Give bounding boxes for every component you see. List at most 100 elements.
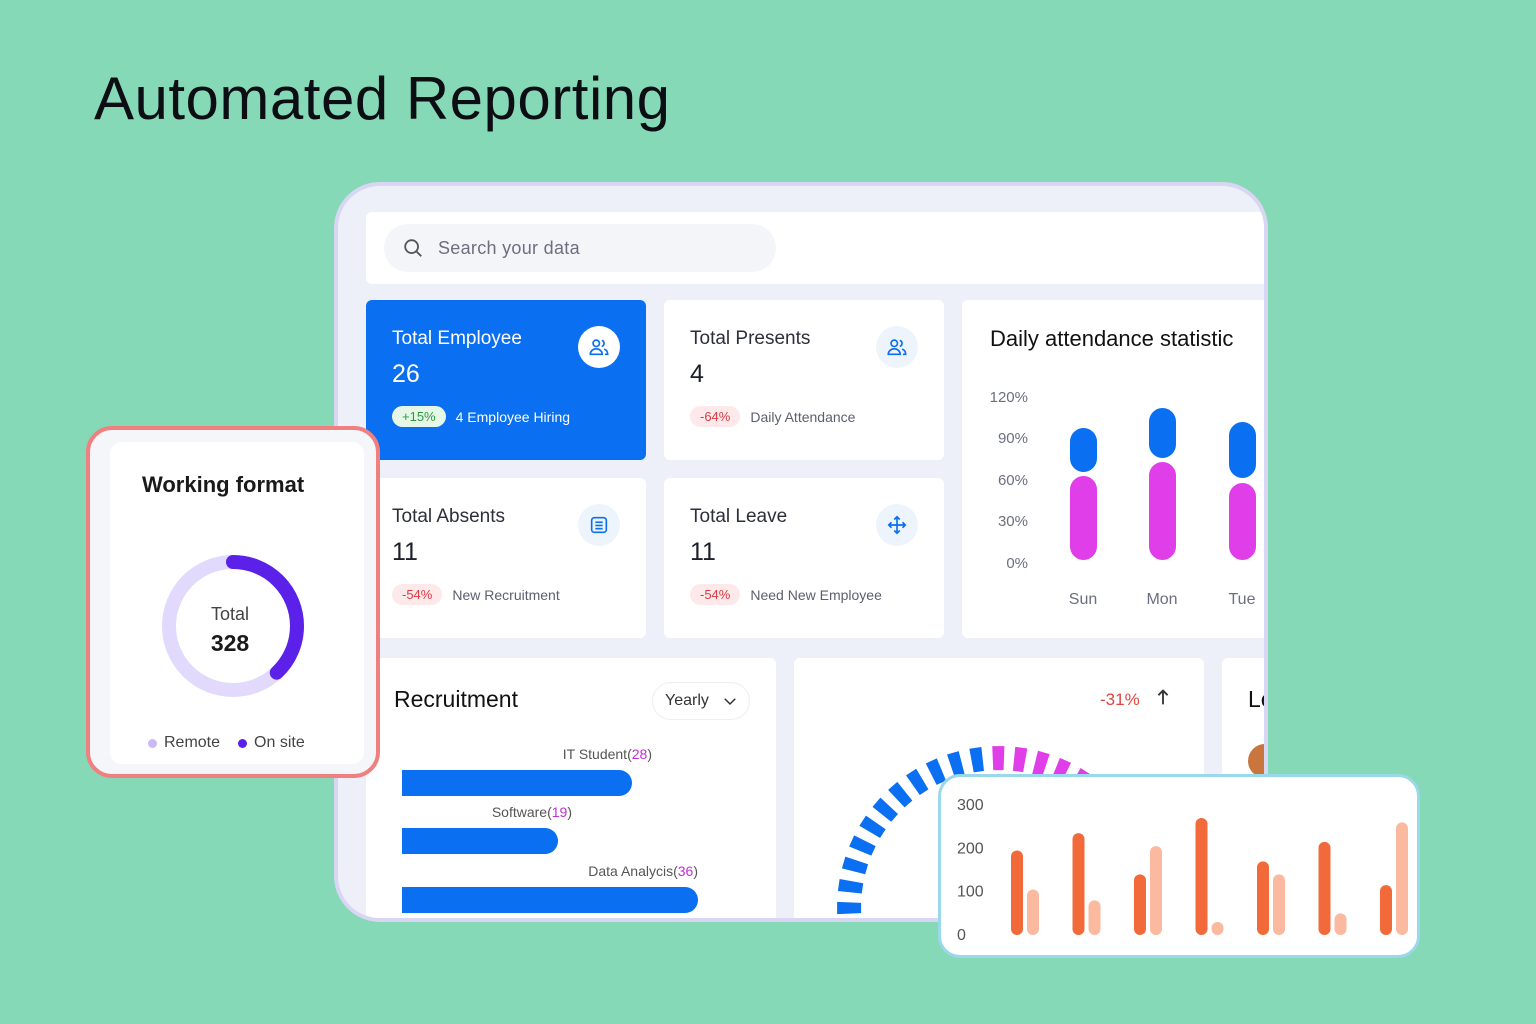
gauge-segment xyxy=(992,746,1005,771)
working-format-title: Working format xyxy=(142,472,305,497)
stat-title: Total Employee xyxy=(392,328,522,349)
x-tick: Sun xyxy=(1069,591,1097,608)
stat-title: Total Presents xyxy=(690,328,811,349)
recruitment-title: Recruitment xyxy=(394,686,518,712)
attendance-bar-top xyxy=(1149,408,1176,458)
stat-title: Total Leave xyxy=(690,506,788,527)
bar-mark xyxy=(1380,885,1392,935)
chevron-down-icon xyxy=(724,698,736,706)
y-tick: 0 xyxy=(957,927,966,944)
x-tick: Tue xyxy=(1229,591,1256,608)
legend-dot xyxy=(148,738,157,748)
stat-badge: +15% xyxy=(392,406,446,427)
users-icon xyxy=(578,326,620,368)
attendance-bar-top xyxy=(1229,422,1256,478)
arrow-up-icon xyxy=(1157,689,1169,705)
recruitment-label: Software(19) xyxy=(491,804,572,820)
y-tick: 30% xyxy=(998,513,1028,530)
gauge-segment xyxy=(841,856,869,875)
y-tick: 60% xyxy=(998,472,1028,489)
stat-value: 26 xyxy=(392,360,420,388)
stat-badge: -54% xyxy=(392,584,443,605)
period-dropdown[interactable]: Yearly xyxy=(652,682,750,720)
recruitment-bar xyxy=(402,828,558,854)
gauge-segment xyxy=(947,751,965,778)
legend-item-onsite: On site xyxy=(238,734,305,752)
search-icon xyxy=(404,239,422,257)
stat-value: 11 xyxy=(690,538,716,566)
stat-card-total-leave[interactable]: Total Leave 11 -54% Need New Employee xyxy=(664,478,944,638)
dashboard-window: Search your data Total Employee 26 +15% … xyxy=(334,182,1268,922)
bar-mark xyxy=(1273,874,1285,935)
y-tick: 200 xyxy=(957,840,984,857)
attendance-bar-bottom xyxy=(1149,462,1176,560)
donut-total-value: 328 xyxy=(210,630,250,656)
stat-note: Daily Attendance xyxy=(750,408,856,425)
top-bar: Search your data xyxy=(366,212,1264,284)
stat-badge: -64% xyxy=(690,406,741,427)
legend-item-remote: Remote xyxy=(148,734,220,752)
attendance-bar-top xyxy=(1070,428,1097,472)
search-placeholder: Search your data xyxy=(438,237,580,258)
y-tick: 0% xyxy=(1006,555,1028,572)
bar-mark xyxy=(1211,922,1224,935)
stat-note: New Recruitment xyxy=(452,586,560,603)
stat-value: 11 xyxy=(392,538,418,566)
recruitment-label: IT Student(28) xyxy=(562,746,652,762)
attendance-chart: 120% 90% 60% 30% 0% Sun Mon Tue xyxy=(990,389,1256,608)
gauge-segment xyxy=(859,815,886,838)
stat-note: 4 Employee Hiring xyxy=(455,408,571,425)
y-tick: 120% xyxy=(990,389,1028,406)
bar-mark xyxy=(1334,913,1347,935)
gauge-segment xyxy=(1032,750,1050,777)
x-tick: Mon xyxy=(1146,591,1177,608)
gauge-delta: -31% xyxy=(1100,690,1140,709)
leave-card-title: Le xyxy=(1248,686,1264,712)
avatar xyxy=(1248,744,1264,778)
stat-badge: -54% xyxy=(690,584,741,605)
gauge-segment xyxy=(969,746,984,773)
bar-chart: 300 200 100 0 xyxy=(957,797,1408,944)
y-tick: 90% xyxy=(998,430,1028,447)
attendance-title: Daily attendance statistic xyxy=(990,326,1234,351)
y-tick: 100 xyxy=(957,884,984,901)
recruitment-label: Data Analycis(36) xyxy=(588,863,698,879)
bar-mark xyxy=(1134,874,1146,935)
donut-onsite-arc xyxy=(162,555,304,697)
donut-total-label: Total xyxy=(210,604,250,624)
gauge-segment xyxy=(888,781,913,808)
donut-chart xyxy=(162,555,304,697)
bar-mark xyxy=(1257,861,1269,935)
stat-card-total-absents[interactable]: Total Absents 11 -54% New Recruitment xyxy=(366,478,646,638)
bar-mark xyxy=(1072,833,1085,935)
gauge-segment xyxy=(925,758,947,785)
bar-mark xyxy=(1318,841,1331,935)
working-format-card: Working format Total 328 Remote On site xyxy=(86,426,380,778)
attendance-bar-bottom xyxy=(1229,483,1256,560)
stat-footer: +15% 4 Employee Hiring xyxy=(392,406,570,427)
attendance-card: Daily attendance statistic 120% 90% 60% … xyxy=(962,300,1264,638)
gauge-chart xyxy=(837,746,1091,915)
gauge-segment xyxy=(872,797,898,822)
gauge-segment xyxy=(837,901,862,915)
stat-card-total-employee[interactable]: Total Employee 26 +15% 4 Employee Hiring xyxy=(366,300,646,460)
gauge-segment xyxy=(837,879,864,894)
search-input[interactable]: Search your data xyxy=(384,224,776,272)
legend-dot xyxy=(238,738,248,748)
stat-footer: -64% Daily Attendance xyxy=(690,406,855,427)
recruitment-bar xyxy=(402,887,698,913)
stat-value: 4 xyxy=(690,360,704,388)
hero-title: Automated Reporting xyxy=(94,65,671,132)
recruitment-card: Recruitment Yearly IT Student(28) Softwa… xyxy=(366,658,776,918)
stat-card-total-presents[interactable]: Total Presents 4 -64% Daily Attendance xyxy=(664,300,944,460)
users-icon xyxy=(876,326,918,368)
attendance-bar-bottom xyxy=(1070,476,1097,560)
gauge-segment xyxy=(849,835,876,856)
stat-note: Need New Employee xyxy=(750,586,882,603)
gauge-segment xyxy=(1012,746,1028,773)
period-value: Yearly xyxy=(665,692,709,709)
gauge-segment xyxy=(906,768,929,795)
move-icon xyxy=(876,504,918,546)
bar-mark xyxy=(1195,818,1208,935)
y-tick: 300 xyxy=(957,797,984,814)
